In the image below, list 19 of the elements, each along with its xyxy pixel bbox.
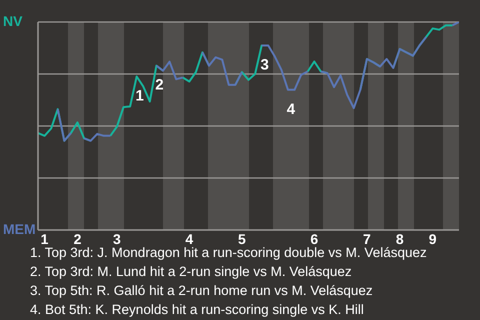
x-tick-label: 5 <box>238 230 246 247</box>
x-tick-label: 2 <box>74 230 82 247</box>
x-tick-label: 9 <box>428 230 437 247</box>
x-tick-label: 1 <box>40 230 49 247</box>
annotation: 1 <box>136 87 144 104</box>
annotation: 3 <box>260 56 269 74</box>
text: 1. Top 3rd: J. Mondragon hit a run-scoring double vs M. Velásquez <box>30 244 427 262</box>
x-tick-label: 8 <box>396 230 404 247</box>
text: 4. Bot 5th: K. Reynolds hit a run-scoring single vs K. Hill <box>30 301 365 319</box>
text: NV <box>3 13 22 29</box>
annotation: 4 <box>286 100 296 118</box>
x-tick-label: 4 <box>185 230 194 247</box>
x-tick-label: 3 <box>113 230 122 247</box>
annotation: 2 <box>155 76 164 94</box>
x-tick-label: 6 <box>310 230 318 247</box>
text: 3. Top 5th: R. Galló hit a 2-run home run vs M. Velásquez <box>30 282 374 300</box>
x-tick-label: 7 <box>363 230 372 247</box>
text: MEM <box>3 221 36 237</box>
text: 2. Top 3rd: M. Lund hit a 2-run single vs M. Velásquez <box>30 263 353 281</box>
